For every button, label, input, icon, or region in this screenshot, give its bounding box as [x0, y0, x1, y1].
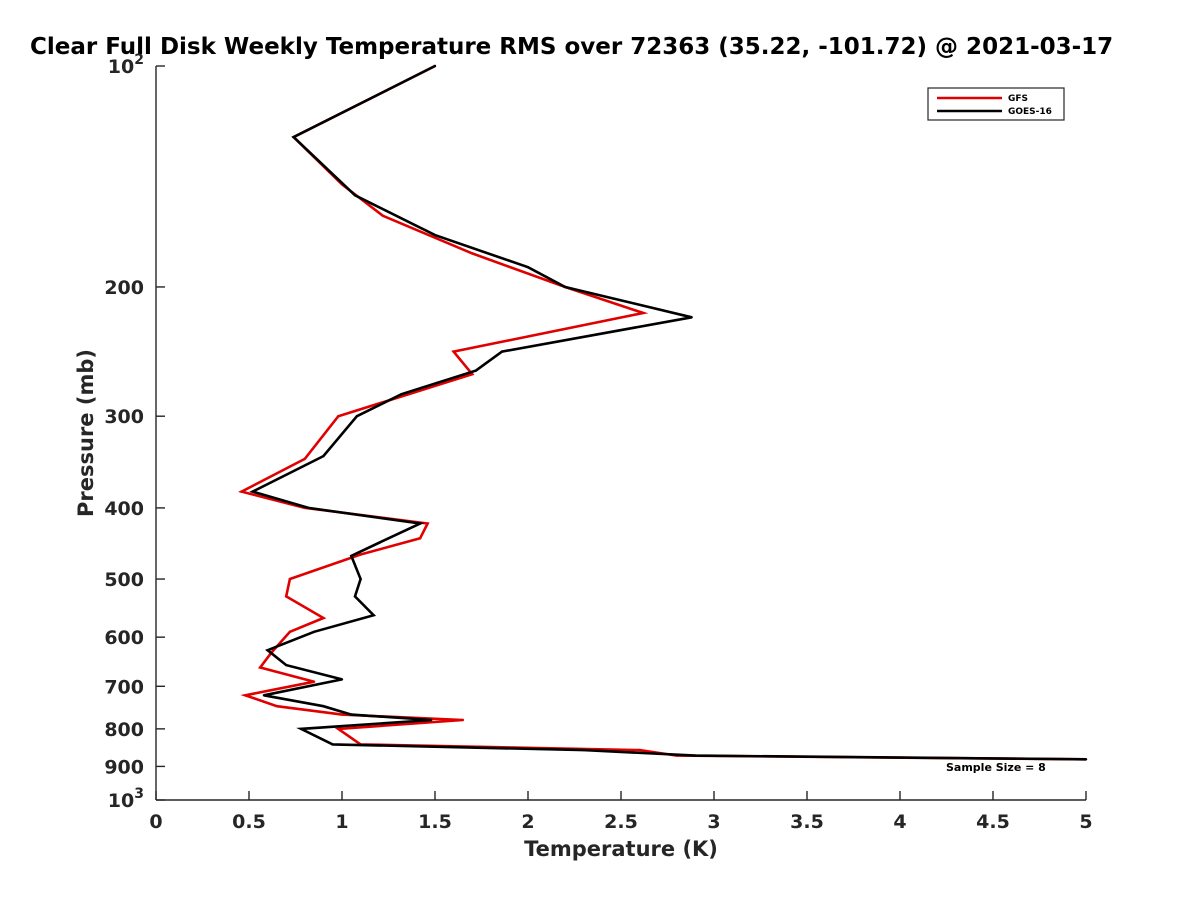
data-point-goes-16: [331, 743, 334, 746]
series-line-gfs: [237, 64, 1087, 761]
data-point-gfs: [426, 522, 429, 525]
sample-size-annotation: Sample Size = 8: [946, 761, 1046, 774]
x-axis-ticks: 0 0.5 1 1.5 2 2.5 3 3.5 4 4.5 5: [149, 791, 1093, 833]
x-tick-label: 5: [1079, 811, 1092, 833]
data-point-goes-16: [694, 754, 697, 757]
x-tick-label: 0: [149, 811, 162, 833]
y-axis-label: Pressure (mb): [74, 349, 98, 517]
data-point-goes-16: [353, 595, 357, 598]
data-point-gfs: [337, 727, 340, 731]
data-point-goes-16: [251, 490, 254, 493]
data-point-goes-16: [322, 454, 325, 458]
data-point-goes-16: [285, 663, 288, 667]
data-point-goes-16: [418, 522, 422, 525]
data-point-goes-16: [430, 718, 433, 722]
data-point-goes-16: [292, 135, 295, 139]
data-point-gfs: [240, 490, 243, 493]
data-point-goes-16: [433, 233, 437, 237]
y-tick-label: 900: [104, 756, 144, 778]
legend-box: [927, 87, 1065, 121]
data-point-gfs: [461, 718, 465, 722]
y-tick-label: 600: [104, 627, 144, 649]
x-tick-label: 2: [521, 811, 534, 833]
data-point-goes-16: [372, 614, 375, 617]
data-point-gfs: [418, 537, 422, 540]
legend-label-goes16: GOES-16: [1008, 107, 1052, 117]
data-point-gfs: [259, 666, 262, 669]
data-point-goes-16: [564, 285, 567, 289]
chart-title: Clear Full Disk Weekly Temperature RMS o…: [30, 34, 1113, 60]
y-tick-label: 200: [104, 277, 144, 299]
data-point-gfs: [303, 457, 306, 461]
data-point-goes-16: [307, 506, 310, 510]
x-tick-label: 1: [335, 811, 348, 833]
x-tick-label: 0.5: [232, 811, 266, 833]
y-tick-label: 400: [104, 498, 144, 520]
y-axis-ticks: 102 200 300 400 500 600 700 800 900 103: [104, 52, 165, 812]
x-tick-label: 4.5: [976, 811, 1010, 833]
series-line-goes-16: [249, 64, 1087, 761]
y-tick-label: 500: [104, 569, 144, 591]
data-point-gfs: [471, 373, 474, 376]
data-point-gfs: [359, 553, 362, 556]
data-point-gfs: [288, 577, 292, 581]
data-point-goes-16: [266, 649, 269, 652]
data-point-gfs: [340, 713, 344, 716]
data-point-goes-16: [350, 713, 353, 716]
y-tick-label: 103: [108, 786, 144, 812]
data-point-gfs: [244, 694, 247, 697]
data-point-goes-16: [262, 694, 266, 697]
x-axis-label: Temperature (K): [524, 837, 718, 861]
x-tick-label: 3.5: [790, 811, 824, 833]
data-point-goes-16: [690, 316, 693, 319]
data-point-gfs: [288, 630, 292, 633]
data-point-gfs: [471, 252, 474, 255]
data-point-gfs: [452, 350, 455, 353]
x-tick-label: 2.5: [604, 811, 638, 833]
data-point-gfs: [638, 748, 641, 752]
data-point-goes-16: [500, 350, 504, 353]
x-tick-label: 4: [893, 811, 906, 833]
data-point-gfs: [275, 705, 279, 708]
x-tick-label: 1.5: [418, 811, 452, 833]
data-point-goes-16: [340, 678, 344, 681]
legend-label-gfs: GFS: [1008, 94, 1028, 104]
data-point-goes-16: [355, 415, 359, 418]
data-point-gfs: [322, 616, 325, 620]
data-point-goes-16: [353, 194, 357, 197]
series-layer: [237, 64, 1088, 761]
data-point-gfs: [381, 214, 385, 217]
data-point-gfs: [337, 415, 340, 418]
data-point-goes-16: [359, 577, 362, 581]
data-point-goes-16: [474, 369, 478, 372]
data-point-goes-16: [299, 727, 303, 731]
data-point-goes-16: [433, 64, 437, 68]
data-point-goes-16: [322, 705, 325, 708]
data-point-gfs: [312, 680, 316, 683]
y-tick-label: 700: [104, 676, 144, 698]
data-point-gfs: [642, 311, 645, 315]
y-tick-label: 300: [104, 406, 144, 428]
x-tick-label: 3: [707, 811, 720, 833]
data-point-goes-16: [387, 537, 390, 540]
data-point-goes-16: [1084, 758, 1088, 761]
y-tick-label: 102: [108, 52, 144, 78]
data-point-goes-16: [582, 748, 585, 752]
data-point-goes-16: [312, 630, 316, 633]
y-tick-label: 800: [104, 719, 144, 741]
data-point-gfs: [285, 595, 288, 598]
data-point-goes-16: [526, 266, 530, 269]
data-point-goes-16: [400, 393, 403, 396]
data-point-goes-16: [350, 554, 353, 558]
legend: GFS GOES-16: [927, 87, 1065, 121]
